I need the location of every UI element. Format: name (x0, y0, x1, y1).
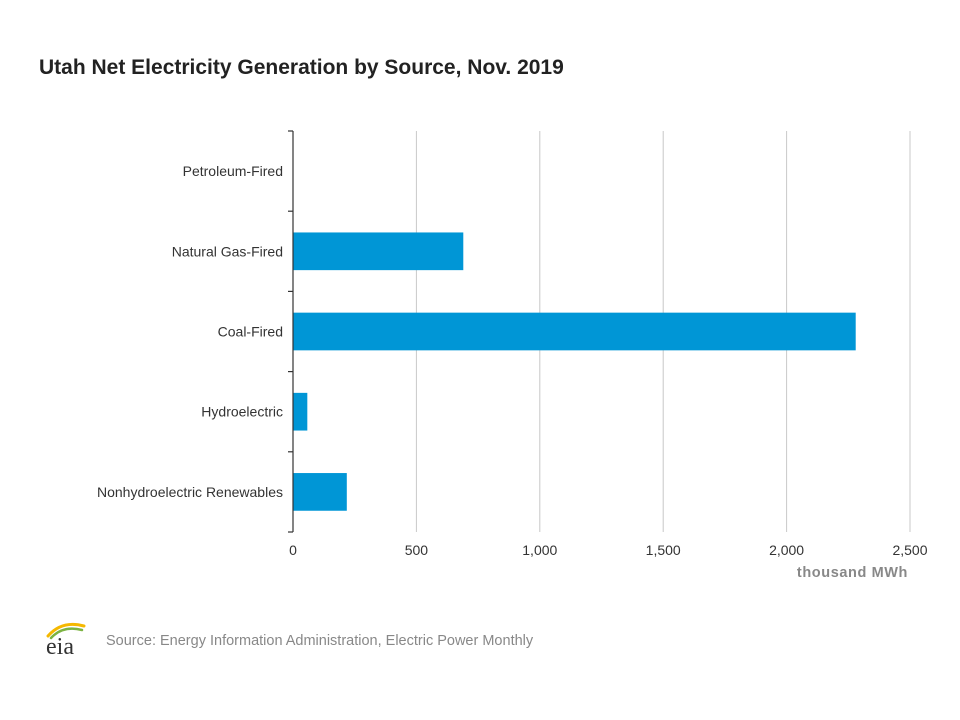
x-tick-label: 500 (405, 542, 429, 558)
category-label: Coal-Fired (218, 324, 283, 340)
x-axis-label: thousand MWh (797, 565, 908, 581)
footer: eia Source: Energy Information Administr… (42, 618, 533, 658)
source-text: Source: Energy Information Administratio… (106, 633, 534, 649)
category-label: Petroleum-Fired (183, 163, 283, 179)
x-tick-label: 2,500 (892, 542, 927, 558)
eia-logo-icon: eia (46, 622, 86, 658)
category-label: Nonhydroelectric Renewables (97, 484, 283, 500)
bars (293, 152, 856, 511)
bar (293, 392, 308, 431)
x-tick-label: 1,500 (646, 542, 681, 558)
bar (293, 312, 856, 351)
x-tick-label: 0 (289, 542, 297, 558)
labels: Petroleum-Fired Natural Gas-Fired Coal-Fir… (97, 163, 928, 581)
bar-chart: Petroleum-Fired Natural Gas-Fired Coal-Fir… (97, 130, 928, 581)
category-label: Hydroelectric (201, 404, 283, 420)
category-label: Natural Gas-Fired (172, 243, 283, 259)
eia-logo: eia (42, 618, 92, 658)
bar (293, 232, 464, 271)
eia-logo-text: eia (46, 634, 74, 658)
x-tick-label: 2,000 (769, 542, 804, 558)
x-tick-label: 1,000 (522, 542, 557, 558)
chart-title: Utah Net Electricity Generation by Sourc… (39, 56, 564, 79)
y-axis (288, 130, 294, 533)
bar (293, 473, 347, 511)
